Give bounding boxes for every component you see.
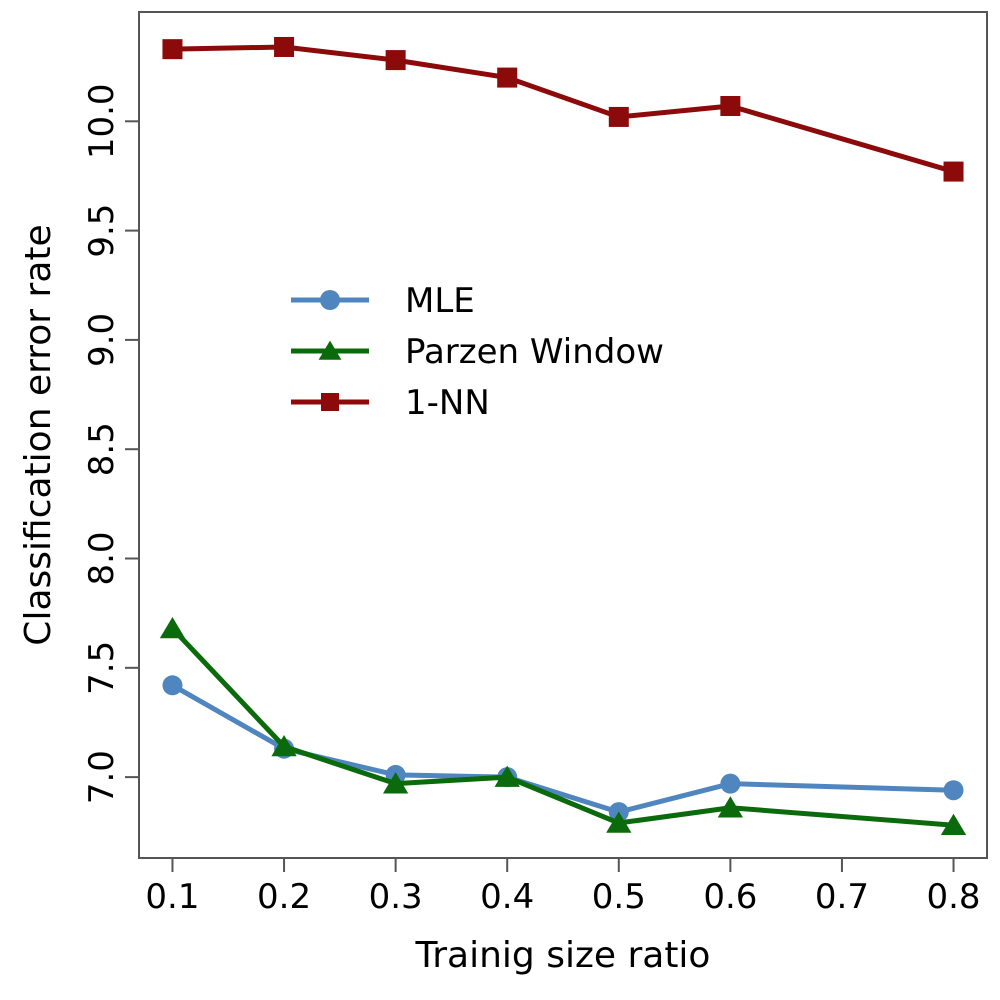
x-tick-label: 0.2 [257,877,311,917]
y-tick-label: 10.0 [82,83,122,159]
x-tick-label: 0.8 [926,877,980,917]
legend-label: Parzen Window [405,332,664,372]
legend-item: Parzen Window [291,332,664,372]
x-tick-label: 0.5 [592,877,646,917]
data-point [717,796,744,818]
data-point [274,36,295,57]
y-axis: 7.0 7.5 8.0 8.5 9.0 9.5 10.0 [82,83,140,804]
data-point [159,616,186,639]
y-tick-label: 9.5 [82,204,122,258]
data-point [943,780,964,801]
data-point [720,96,741,116]
data-point [494,765,520,787]
data-point [943,161,964,182]
data-point [497,67,518,88]
y-tick-label: 8.0 [82,531,122,585]
legend-label: 1-NN [405,383,490,423]
y-tick-label: 9.0 [82,313,122,367]
data-point [385,50,406,71]
legend-item: MLE [291,281,475,321]
y-tick-label: 8.5 [82,422,122,476]
data-point [271,735,297,757]
legend-label: MLE [405,281,475,321]
data-point [162,675,183,696]
legend-marker [320,290,340,310]
series-layer [159,36,967,835]
x-tick-label: 0.1 [145,877,199,917]
y-tick-label: 7.0 [82,750,122,804]
data-point [720,773,741,794]
y-axis-title: Classification error rate [18,224,59,645]
y-tick-label: 7.5 [82,641,122,695]
legend-marker [318,340,342,360]
x-tick-label: 0.3 [369,877,423,917]
data-point [162,39,183,60]
legend-item: 1-NN [291,383,490,423]
data-point [940,813,967,835]
series-line [172,44,955,174]
series-triangle [159,616,967,835]
x-axis: 0.1 0.2 0.3 0.4 0.5 0.6 0.7 0.8 [145,857,981,917]
x-tick-label: 0.6 [703,877,757,917]
x-axis-title: Trainig size ratio [415,935,711,976]
data-point [382,772,409,794]
data-point [608,106,629,127]
legend: MLE Parzen Window 1-NN [291,281,664,423]
data-point [606,811,632,833]
x-tick-label: 0.4 [480,877,534,917]
series-square [162,36,964,182]
legend-marker [321,393,339,411]
x-tick-label: 0.7 [815,877,869,917]
